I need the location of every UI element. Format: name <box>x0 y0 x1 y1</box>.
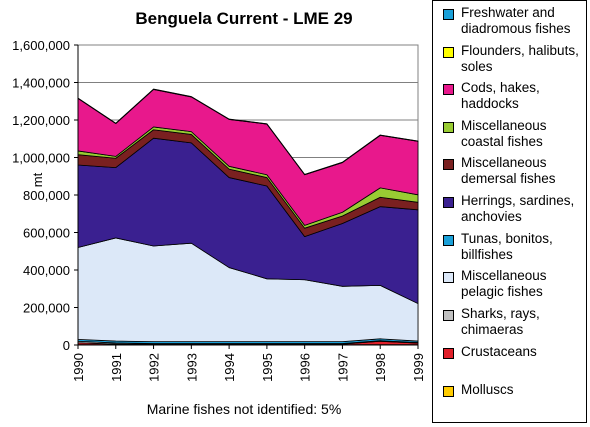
x-tick-label: 1996 <box>298 353 313 382</box>
legend-swatch <box>443 197 454 208</box>
footnote: Marine fishes not identified: 5% <box>147 401 342 417</box>
legend-swatch <box>443 47 454 58</box>
legend-label: Tunas, bonitos, billfishes <box>461 231 553 262</box>
legend-swatch <box>443 9 454 20</box>
legend-label: Flounders, halibuts, soles <box>461 43 579 74</box>
legend-swatch <box>443 235 454 246</box>
chart-title: Benguela Current - LME 29 <box>135 9 352 28</box>
legend-label: Miscellaneous pelagic fishes <box>461 268 547 299</box>
legend-swatch <box>443 84 454 95</box>
axes: 0 200,000 400,000 600,000 800,000 1,000,000 1,… <box>12 38 426 382</box>
y-tick-label: 200,000 <box>23 301 70 316</box>
x-tick-label: 1990 <box>71 353 86 382</box>
legend-swatch <box>443 386 454 397</box>
y-tick-label: 600,000 <box>23 226 70 241</box>
chart: Benguela Current - LME 29 0 200,000 400,00… <box>12 9 426 417</box>
legend-label: Miscellaneous demersal fishes <box>461 155 556 186</box>
legend: Freshwater and diadromous fishes Flounder… <box>432 0 587 423</box>
legend-label: Miscellaneous coastal fishes <box>461 118 547 149</box>
legend-swatch <box>443 122 454 133</box>
x-tick-label: 1994 <box>222 353 237 382</box>
y-tick-label: 800,000 <box>23 188 70 203</box>
legend-label: Crustaceans <box>461 344 537 359</box>
legend-label: Molluscs <box>461 382 514 397</box>
area-freshwater-and-diadromous-fishes <box>77 88 419 175</box>
y-tick-label: 1,200,000 <box>12 113 70 128</box>
legend-swatch <box>443 272 454 283</box>
y-tick-label: 400,000 <box>23 263 70 278</box>
x-tick-label: 1992 <box>147 353 162 382</box>
y-axis-label: mt <box>30 172 45 187</box>
x-tick-label: 1999 <box>411 353 426 382</box>
x-tick-label: 1997 <box>335 353 350 382</box>
legend-swatch <box>443 348 454 359</box>
legend-label: Cods, hakes, haddocks <box>461 80 540 111</box>
x-tick-label: 1995 <box>260 353 275 382</box>
legend-label: Freshwater and diadromous fishes <box>461 5 571 36</box>
y-tick-label: 0 <box>63 338 70 353</box>
x-tick-label: 1998 <box>373 353 388 382</box>
legend-swatch <box>443 159 454 170</box>
x-tick-label: 1991 <box>109 353 124 382</box>
legend-label: Sharks, rays, chimaeras <box>461 306 540 337</box>
legend-swatch <box>443 310 454 321</box>
legend-label: Herrings, sardines, anchovies <box>461 193 575 224</box>
y-tick-label: 1,000,000 <box>12 151 70 166</box>
x-tick-label: 1993 <box>184 353 199 382</box>
y-tick-label: 1,600,000 <box>12 38 70 53</box>
y-tick-label: 1,400,000 <box>12 76 70 91</box>
